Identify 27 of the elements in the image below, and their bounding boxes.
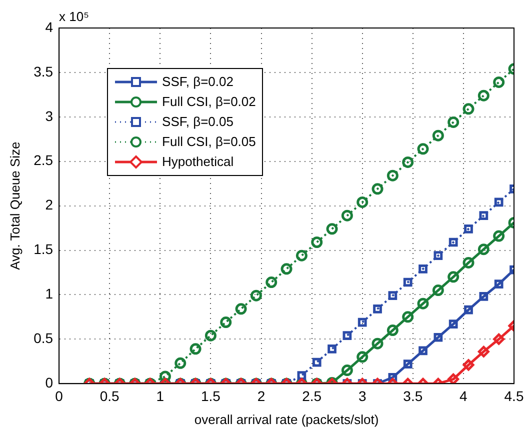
- y-axis-title: Avg. Total Queue Size: [7, 142, 22, 270]
- y-tick-label: 3.5: [34, 63, 54, 80]
- legend-label: SSF, β=0.02: [162, 73, 234, 91]
- y-tick-label: 1: [45, 286, 54, 302]
- y-tick-label: 0.5: [34, 330, 54, 346]
- legend-label: Full CSI, β=0.02: [162, 93, 256, 111]
- legend-label: SSF, β=0.05: [162, 113, 234, 131]
- x-tick-label: 0: [55, 388, 64, 404]
- y-tick-label: 3: [45, 108, 54, 124]
- x-axis-title: overall arrival rate (packets/slot): [194, 412, 379, 427]
- x-tick-label: 2.5: [302, 388, 322, 404]
- text: x 10⁵: [59, 9, 90, 24]
- y-tick-label: 0: [45, 374, 54, 390]
- x-tick-label: 4: [460, 388, 468, 404]
- legend-label: Full CSI, β=0.05: [162, 133, 256, 151]
- x-tick-label: 1.5: [200, 388, 221, 404]
- x-tick-label: 2: [257, 388, 266, 404]
- x-tick-label: 0.5: [100, 388, 120, 404]
- x-tick-label: 3.5: [403, 388, 423, 404]
- y-tick-label: 2.5: [34, 152, 54, 168]
- legend-label: Hypothetical: [162, 153, 234, 171]
- y-tick-label: 4: [45, 18, 54, 35]
- y-tick-label: 2: [45, 196, 54, 213]
- x-tick-label: 3: [358, 388, 366, 404]
- x-tick-label: 4.5: [504, 388, 524, 404]
- y-tick-label: 1.5: [34, 241, 54, 258]
- x-tick-label: 1: [156, 388, 164, 404]
